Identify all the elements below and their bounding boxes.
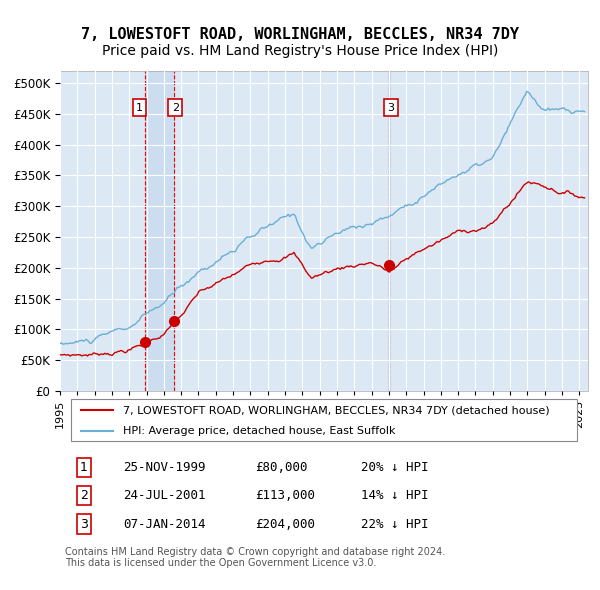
Text: 07-JAN-2014: 07-JAN-2014 [124, 517, 206, 530]
Bar [388, 71, 390, 391]
Text: 1: 1 [80, 461, 88, 474]
Text: HPI: Average price, detached house, East Suffolk: HPI: Average price, detached house, East… [124, 425, 396, 435]
Text: 22% ↓ HPI: 22% ↓ HPI [361, 517, 428, 530]
Bar [145, 71, 173, 391]
Text: 7, LOWESTOFT ROAD, WORLINGHAM, BECCLES, NR34 7DY: 7, LOWESTOFT ROAD, WORLINGHAM, BECCLES, … [81, 27, 519, 41]
Text: 2: 2 [172, 103, 179, 113]
Text: 2: 2 [80, 489, 88, 502]
Text: 1: 1 [136, 103, 143, 113]
Text: £204,000: £204,000 [256, 517, 316, 530]
Text: 14% ↓ HPI: 14% ↓ HPI [361, 489, 428, 502]
Text: 3: 3 [388, 103, 394, 113]
FancyBboxPatch shape [71, 399, 577, 441]
Text: 7, LOWESTOFT ROAD, WORLINGHAM, BECCLES, NR34 7DY (detached house): 7, LOWESTOFT ROAD, WORLINGHAM, BECCLES, … [124, 405, 550, 415]
Text: 20% ↓ HPI: 20% ↓ HPI [361, 461, 428, 474]
Text: £113,000: £113,000 [256, 489, 316, 502]
Text: Contains HM Land Registry data © Crown copyright and database right 2024.
This d: Contains HM Land Registry data © Crown c… [65, 547, 446, 568]
Text: 3: 3 [80, 517, 88, 530]
Text: £80,000: £80,000 [256, 461, 308, 474]
Text: 24-JUL-2001: 24-JUL-2001 [124, 489, 206, 502]
Text: 25-NOV-1999: 25-NOV-1999 [124, 461, 206, 474]
Text: Price paid vs. HM Land Registry's House Price Index (HPI): Price paid vs. HM Land Registry's House … [102, 44, 498, 58]
